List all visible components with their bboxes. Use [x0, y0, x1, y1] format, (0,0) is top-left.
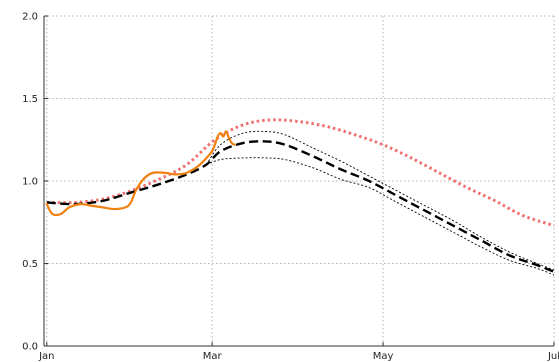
series-line-solid-orange [45, 130, 236, 217]
series-group [45, 118, 555, 276]
y-tick-label: 1.5 [22, 94, 38, 105]
y-tick-label: 0.5 [22, 259, 38, 270]
x-tick-label: Jan [38, 351, 54, 362]
y-tick-label: 0.0 [22, 342, 38, 353]
tick-labels: 0.0 0.5 1.0 1.5 2.0 Jan Mar May Jul [22, 12, 559, 362]
series-line-dotted-salmon [46, 118, 555, 227]
x-tick-label: Jul [547, 351, 559, 362]
y-tick-label: 2.0 [22, 12, 38, 23]
x-tick-label: May [373, 351, 394, 362]
y-tick-label: 1.0 [22, 177, 38, 188]
series-line-dashed-black [46, 140, 555, 273]
series-line-fine-dotted [206, 157, 555, 276]
grid [44, 15, 555, 347]
axes [43, 15, 555, 347]
series-line-fine-dotted [206, 130, 555, 271]
x-tick-label: Mar [203, 351, 223, 362]
